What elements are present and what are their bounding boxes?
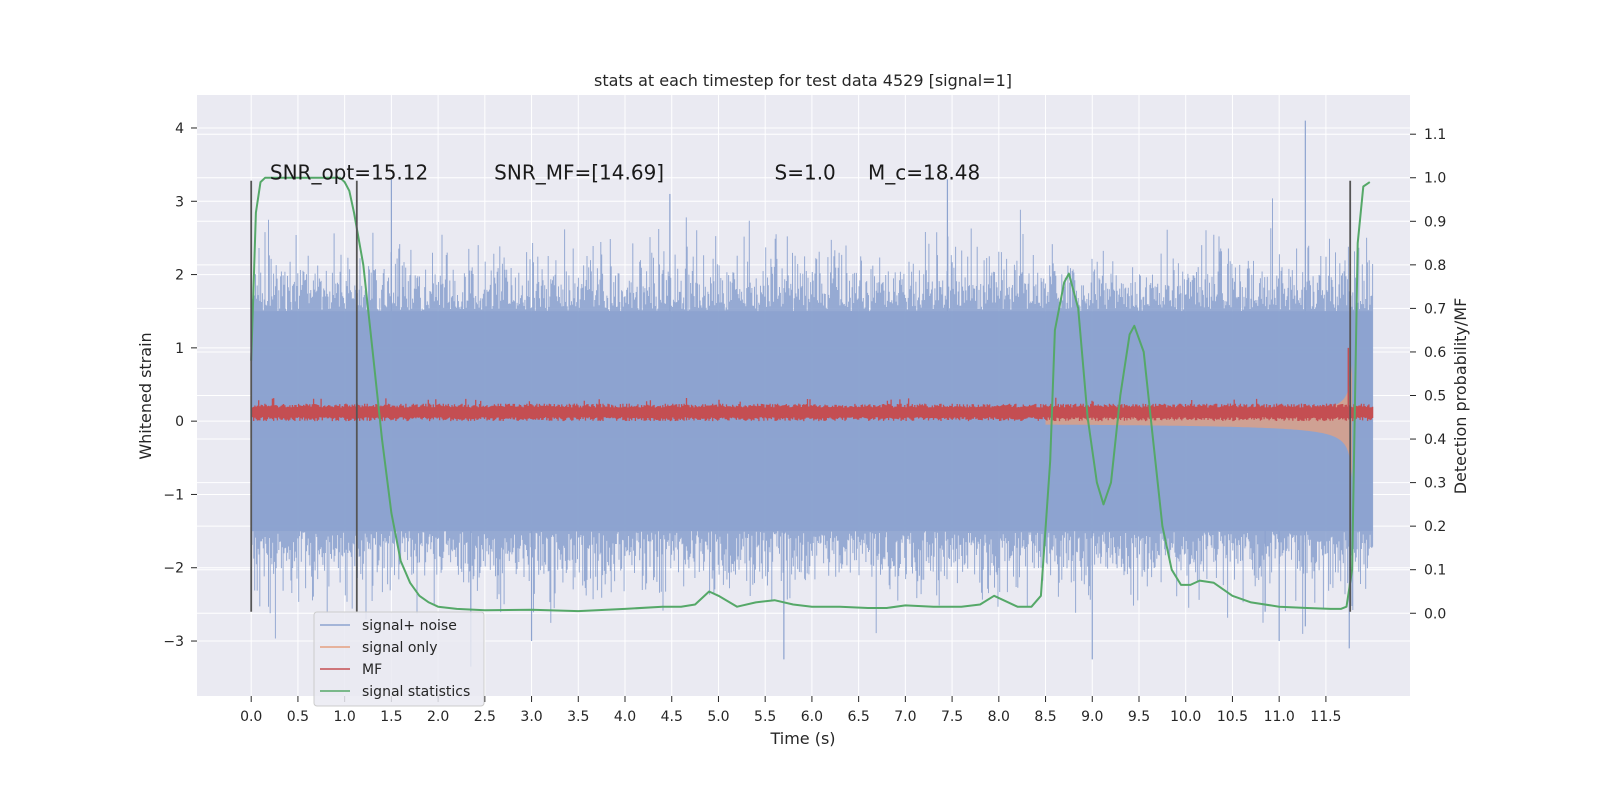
y2-tick-label-7: 0.7 [1424, 301, 1446, 317]
x-tick-label-5: 2.5 [474, 709, 496, 725]
y-tick-label-5: 2 [175, 268, 184, 284]
legend-label-signal-only: signal only [362, 640, 437, 656]
x-tick-label-9: 4.5 [661, 709, 683, 725]
y-tick-label-3: 0 [175, 414, 184, 430]
annotation-0: SNR_opt=15.12 [270, 160, 428, 184]
chart-title: stats at each timestep for test data 452… [594, 71, 1012, 90]
series-signal-only [1045, 364, 1353, 478]
x-tick-label-19: 9.5 [1128, 709, 1150, 725]
x-tick-label-15: 7.5 [941, 709, 963, 725]
y2-tick-label-5: 0.5 [1424, 389, 1446, 405]
x-tick-label-1: 0.5 [287, 709, 309, 725]
vertical-markers [250, 180, 1352, 612]
x-tick-label-16: 8.0 [988, 709, 1010, 725]
y2-tick-label-2: 0.2 [1424, 519, 1446, 535]
y2-tick-label-8: 0.8 [1424, 258, 1446, 274]
x-tick-label-18: 9.0 [1081, 709, 1103, 725]
legend-box [313, 611, 485, 707]
y2-tick-label-10: 1.0 [1424, 171, 1446, 187]
legend-label-signal-statistics: signal statistics [362, 684, 470, 700]
x-tick-label-7: 3.5 [567, 709, 589, 725]
y2-tick-label-9: 0.9 [1424, 214, 1446, 230]
y-tick-label-7: 4 [175, 121, 184, 137]
y-tick-label-6: 3 [175, 194, 184, 210]
x-tick-label-2: 1.0 [334, 709, 356, 725]
x-tick-label-17: 8.5 [1034, 709, 1056, 725]
annotation-3: M_c=18.48 [868, 160, 980, 184]
axis-ticks: 0.0 0.5 1.0 1.5 2.0 2.5 3.0 3.5 4.0 4.5 5.0 5.5 6.0 6… [163, 121, 1446, 725]
y2-tick-label-3: 0.3 [1424, 476, 1446, 492]
x-tick-label-6: 3.0 [520, 709, 542, 725]
x-tick-label-0: 0.0 [240, 709, 262, 725]
legend-entry-signal-noise: signal+ noise [320, 618, 457, 634]
y-axis-label: Whitened strain [136, 332, 155, 459]
legend-entry-signal-only: signal only [320, 640, 437, 656]
y2-axis-label: Detection probability/MF [1451, 298, 1470, 495]
y-tick-label-2: −1 [163, 487, 184, 503]
legend-entry-signal-statistics: signal statistics [320, 684, 470, 700]
y-tick-label-0: −3 [163, 634, 184, 650]
x-axis-label: Time (s) [769, 729, 835, 748]
legend-label-signal-noise: signal+ noise [362, 618, 457, 634]
y-tick-label-4: 1 [175, 341, 184, 357]
annotation-1: SNR_MF=[14.69] [494, 160, 664, 184]
y-tick-label-1: −2 [163, 561, 184, 577]
y2-tick-label-4: 0.4 [1424, 432, 1446, 448]
x-tick-label-3: 1.5 [380, 709, 402, 725]
x-tick-label-21: 10.5 [1217, 709, 1248, 725]
x-tick-label-23: 11.5 [1310, 709, 1341, 725]
legend: signal+ noise signal only MF signal stat… [313, 611, 485, 707]
x-tick-label-14: 7.0 [894, 709, 916, 725]
y2-tick-label-1: 0.1 [1424, 563, 1446, 579]
y2-tick-label-6: 0.6 [1424, 345, 1446, 361]
y2-tick-label-11: 1.1 [1424, 127, 1446, 143]
annotation-2: S=1.0 [775, 160, 836, 184]
x-tick-label-13: 6.5 [848, 709, 870, 725]
y2-tick-label-0: 0.0 [1424, 606, 1446, 622]
series-layer [250, 120, 1374, 667]
x-tick-label-8: 4.0 [614, 709, 636, 725]
x-tick-label-11: 5.5 [754, 709, 776, 725]
x-tick-label-4: 2.0 [427, 709, 449, 725]
x-tick-label-12: 6.0 [801, 709, 823, 725]
x-tick-label-10: 5.0 [707, 709, 729, 725]
legend-label-mf: MF [362, 662, 382, 678]
annotations: SNR_opt=15.12 SNR_MF=[14.69] S=1.0 M_c=18.4… [270, 160, 980, 184]
x-tick-label-20: 10.0 [1170, 709, 1201, 725]
x-tick-label-22: 11.0 [1264, 709, 1295, 725]
signal-only-envelope [1045, 364, 1353, 478]
legend-entry-mf: MF [320, 662, 382, 678]
